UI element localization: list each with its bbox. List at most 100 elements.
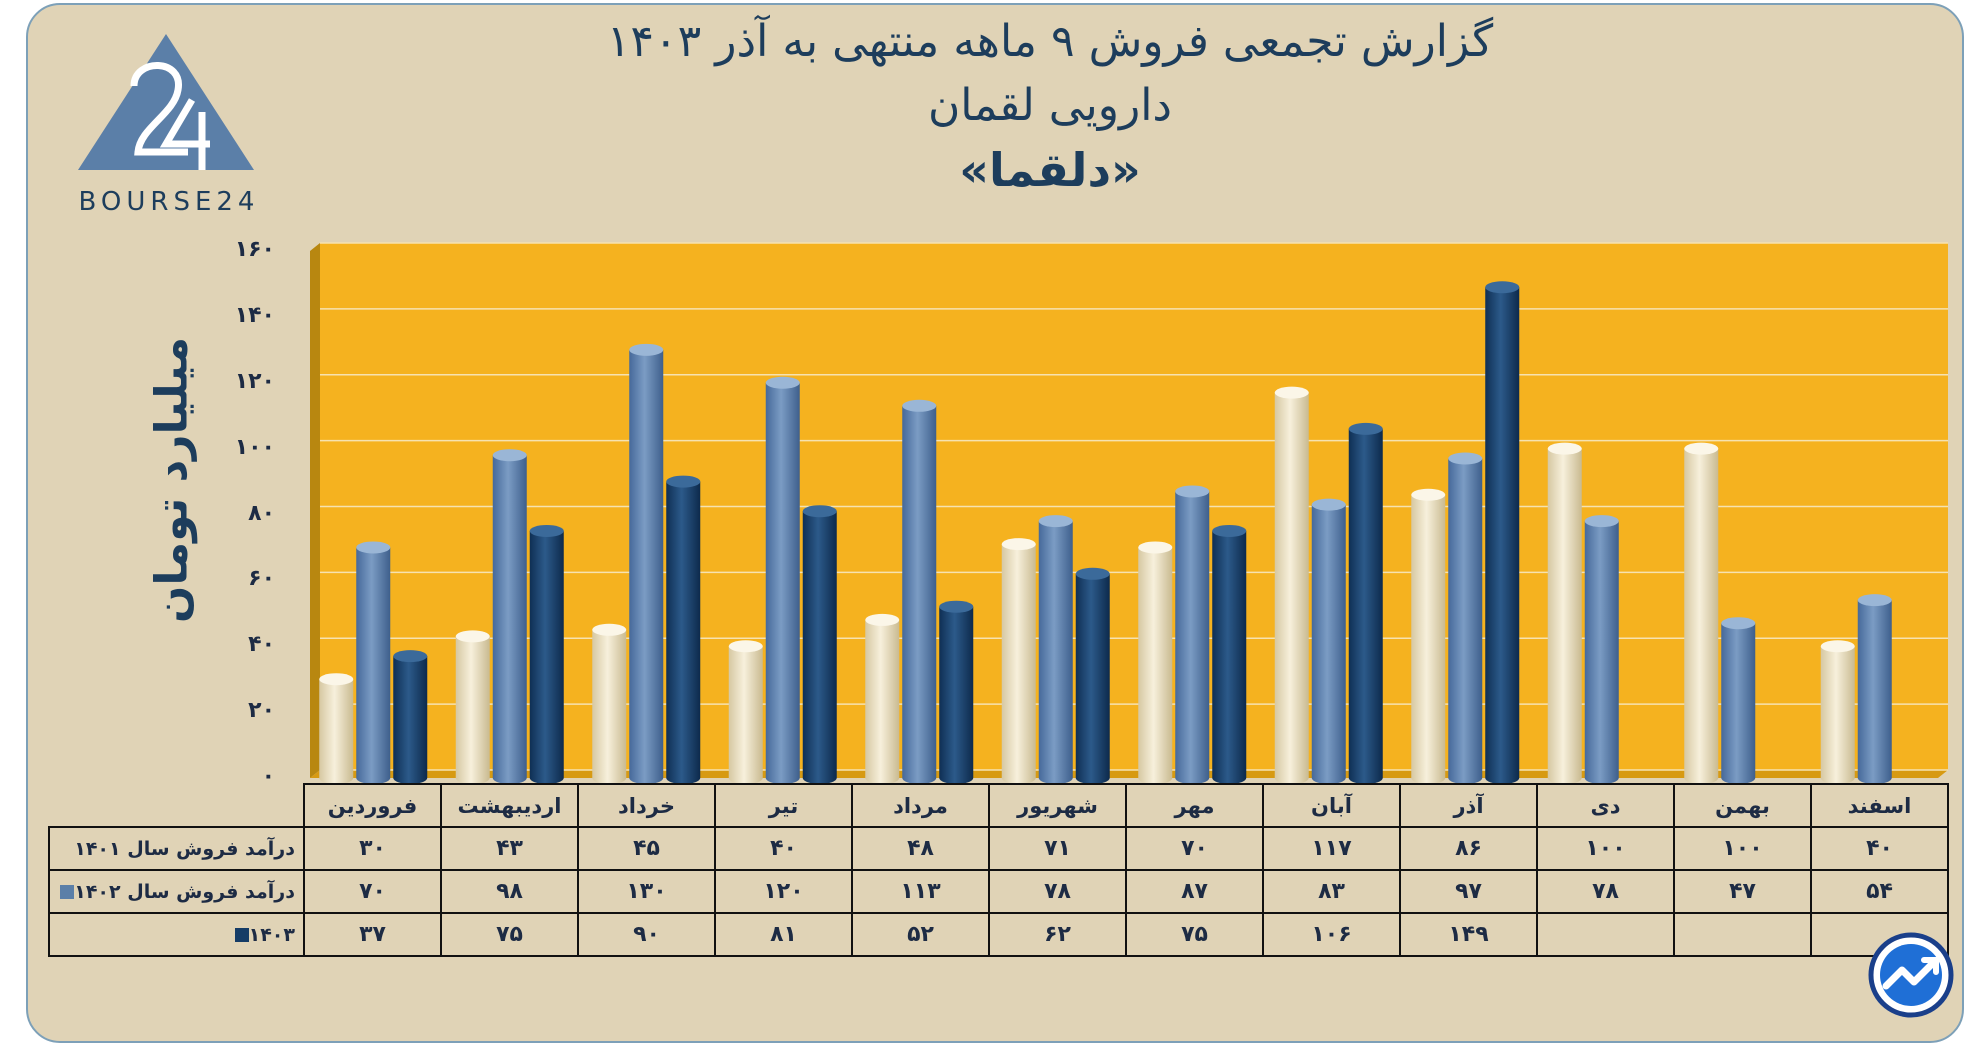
category-label: مرداد <box>851 783 990 828</box>
bar-1403 <box>393 650 428 784</box>
bar-1402 <box>1857 594 1892 784</box>
bar-1401 <box>728 640 763 784</box>
bar-1401 <box>1274 386 1309 784</box>
data-label: ۱۳۰ <box>577 869 716 914</box>
category-label: مهر <box>1125 783 1264 828</box>
table-row: ۱۴۰۳ ۳۷ ۷۵ ۹۰ ۸۱ ۵۲ ۶۲ ۷۵ ۱۰۶ ۱۴۹ <box>48 912 1949 957</box>
bar-1401 <box>1001 538 1036 784</box>
category-label: فروردین <box>303 783 442 828</box>
bar-1401 <box>319 673 354 784</box>
bar-1401 <box>1547 442 1582 784</box>
category-label: آذر <box>1399 783 1538 828</box>
data-label: ۵۴ <box>1810 869 1949 914</box>
data-label: ۱۰۰ <box>1536 826 1675 871</box>
y-tick-label: ۲۰ <box>248 698 275 724</box>
data-label: ۷۵ <box>440 912 579 957</box>
bar-1402 <box>902 399 937 784</box>
bar-1403 <box>939 600 974 784</box>
category-label: دی <box>1536 783 1675 828</box>
data-label: ۱۱۷ <box>1262 826 1401 871</box>
bar-1402 <box>356 541 391 784</box>
data-label: ۵۲ <box>851 912 990 957</box>
data-label: ۶۲ <box>988 912 1127 957</box>
series-name: درآمد فروش سال ۱۴۰۱ <box>74 837 295 860</box>
data-label: ۱۴۹ <box>1399 912 1538 957</box>
data-label: ۳۷ <box>303 912 442 957</box>
bar-1403 <box>666 475 701 784</box>
data-label: ۹۰ <box>577 912 716 957</box>
data-label: ۳۰ <box>303 826 442 871</box>
category-label: بهمن <box>1673 783 1812 828</box>
bar-1403 <box>1075 567 1110 784</box>
bar-1403 <box>1212 524 1247 784</box>
table-header-row: فروردین اردیبهشت خرداد تیر مرداد شهریور مهر آبا… <box>49 783 1949 828</box>
data-label: ۸۷ <box>1125 869 1264 914</box>
data-label: ۷۵ <box>1125 912 1264 957</box>
bar-1402 <box>1448 452 1483 784</box>
bar-1402 <box>629 343 664 784</box>
bar-1402 <box>1038 515 1073 784</box>
data-label: ۱۰۰ <box>1673 826 1812 871</box>
data-label: ۷۰ <box>303 869 442 914</box>
category-label: تیر <box>714 783 853 828</box>
bar-1401 <box>592 623 627 784</box>
data-label: ۸۱ <box>714 912 853 957</box>
data-label: ۸۳ <box>1262 869 1401 914</box>
series-name: درآمد فروش سال ۱۴۰۲ <box>74 880 295 903</box>
data-label: ۷۸ <box>988 869 1127 914</box>
table-corner <box>49 784 305 828</box>
legend-swatch <box>234 928 249 942</box>
y-tick-label: ۴۰ <box>248 632 275 658</box>
y-tick-label: ۱۰۰ <box>234 434 275 460</box>
y-tick-label: ۶۰ <box>248 566 275 592</box>
data-label: ۱۰۶ <box>1262 912 1401 957</box>
table-row: درآمد فروش سال ۱۴۰۲ ۷۰ ۹۸ ۱۳۰ ۱۲۰ ۱۱۳ ۷۸ ۸۷ ۸۳ ۹۷… <box>48 869 1949 914</box>
data-label: ۴۰ <box>1810 826 1949 871</box>
data-label: ۷۸ <box>1536 869 1675 914</box>
chart-subtitle: دارویی لقمان <box>927 80 1173 131</box>
bar-1402 <box>1175 485 1210 784</box>
data-label: ۴۸ <box>851 826 990 871</box>
category-label: خرداد <box>577 783 716 828</box>
chart-title: گزارش تجمعی فروش ۹ ماهه منتهی به آذر ۱۴۰… <box>606 16 1494 67</box>
bar-1401 <box>865 613 900 784</box>
category-label: آبان <box>1262 783 1401 828</box>
bar-1402 <box>1584 515 1619 784</box>
series-label: ۱۴۰۳ <box>48 912 305 957</box>
bar-1401 <box>1138 541 1173 784</box>
bar-1403 <box>802 505 837 784</box>
table-row: درآمد فروش سال ۱۴۰۱ ۳۰ ۴۳ ۴۵ ۴۰ ۴۸ ۷۱ ۷۰ ۱۱۷ ۸۶ ۱۰… <box>48 826 1949 871</box>
data-label: ۹۷ <box>1399 869 1538 914</box>
data-label: ۹۸ <box>440 869 579 914</box>
data-label: ۷۱ <box>988 826 1127 871</box>
chart-trend-logo-icon <box>1868 932 1954 1018</box>
bar-1403 <box>1348 422 1383 784</box>
y-tick-label: ۱۴۰ <box>234 302 275 328</box>
y-tick-label: ۸۰ <box>248 500 275 526</box>
data-label: ۴۰ <box>714 826 853 871</box>
data-label: ۴۵ <box>577 826 716 871</box>
bar-1401 <box>1820 640 1855 784</box>
bar-1401 <box>1411 488 1446 784</box>
data-label: ۸۶ <box>1399 826 1538 871</box>
data-table: فروردین اردیبهشت خرداد تیر مرداد شهریور مهر آبا… <box>48 783 1949 957</box>
data-label <box>1673 912 1812 957</box>
data-label <box>1536 912 1675 957</box>
bourse24-logo-icon <box>78 34 254 170</box>
y-tick-label: ۱۲۰ <box>234 368 275 394</box>
bar-1403 <box>529 524 564 784</box>
bar-1402 <box>492 449 527 784</box>
category-label: اردیبهشت <box>440 783 579 828</box>
series-label: درآمد فروش سال ۱۴۰۱ <box>48 826 305 871</box>
bar-1402 <box>1721 617 1756 784</box>
legend-swatch <box>60 885 75 899</box>
bar-1401 <box>1684 442 1719 784</box>
bar-1402 <box>1311 498 1346 784</box>
y-tick-label: ۰ <box>261 764 275 789</box>
category-label: اسفند <box>1810 783 1949 828</box>
data-label: ۱۲۰ <box>714 869 853 914</box>
data-label: ۴۷ <box>1673 869 1812 914</box>
data-label: ۱۱۳ <box>851 869 990 914</box>
y-tick-label: ۱۶۰ <box>234 237 275 262</box>
